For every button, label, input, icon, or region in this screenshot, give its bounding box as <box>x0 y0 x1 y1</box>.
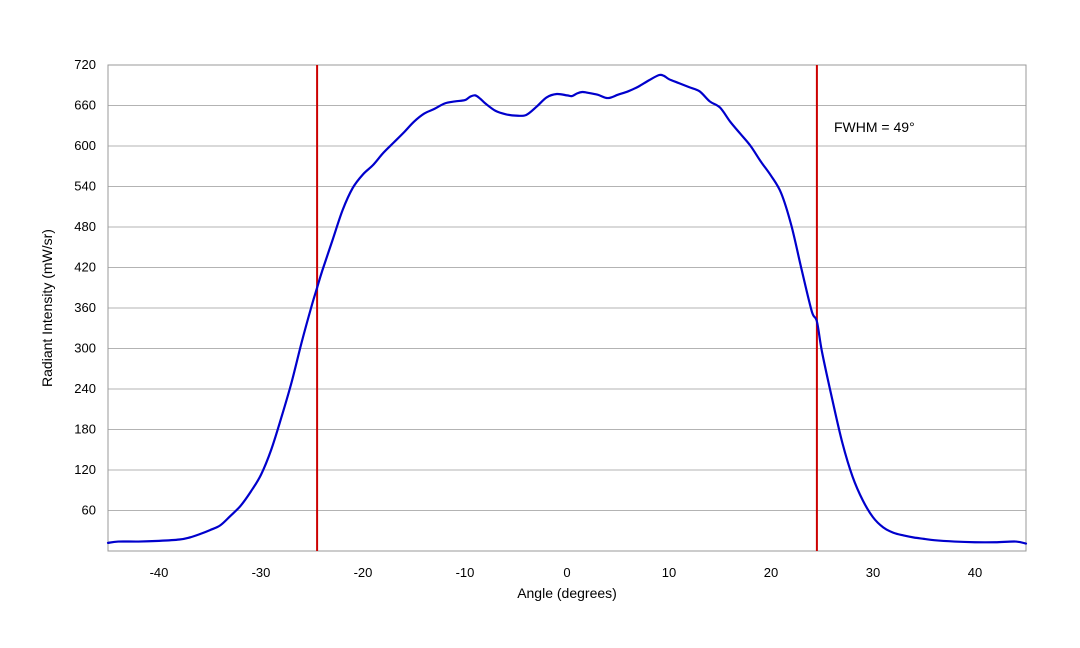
y-tick-label: 420 <box>74 260 96 275</box>
y-tick-label: 120 <box>74 462 96 477</box>
x-tick-label: 30 <box>866 565 880 580</box>
x-tick-labels: -40 -30 -20 -10 0 10 20 30 40 <box>150 565 983 580</box>
x-tick-label: 20 <box>764 565 778 580</box>
y-tick-label: 360 <box>74 300 96 315</box>
x-tick-label: 40 <box>968 565 982 580</box>
y-axis-title: Radiant Intensity (mW/sr) <box>39 229 55 387</box>
y-tick-label: 480 <box>74 219 96 234</box>
fwhm-annotation: FWHM = 49° <box>834 119 915 135</box>
x-tick-label: 10 <box>662 565 676 580</box>
series-layer <box>106 73 1028 545</box>
y-tick-label: 60 <box>82 503 96 518</box>
x-tick-label: -20 <box>354 565 373 580</box>
y-tick-label: 540 <box>74 179 96 194</box>
y-tick-label: 660 <box>74 98 96 113</box>
plot-frame <box>107 64 1027 552</box>
x-tick-label: -10 <box>456 565 475 580</box>
y-tick-label: 180 <box>74 422 96 437</box>
y-tick-labels: 60 120 180 240 300 360 420 480 540 600 660 720 <box>74 57 96 518</box>
x-tick-label: -30 <box>252 565 271 580</box>
y-tick-label: 720 <box>74 57 96 72</box>
y-tick-label: 300 <box>74 341 96 356</box>
y-tick-label: 240 <box>74 381 96 396</box>
series-line <box>106 73 1028 545</box>
x-axis-title: Angle (degrees) <box>517 585 617 601</box>
y-tick-label: 600 <box>74 138 96 153</box>
fwhm-lines <box>316 65 818 551</box>
x-tick-label: -40 <box>150 565 169 580</box>
x-tick-label: 0 <box>563 565 570 580</box>
